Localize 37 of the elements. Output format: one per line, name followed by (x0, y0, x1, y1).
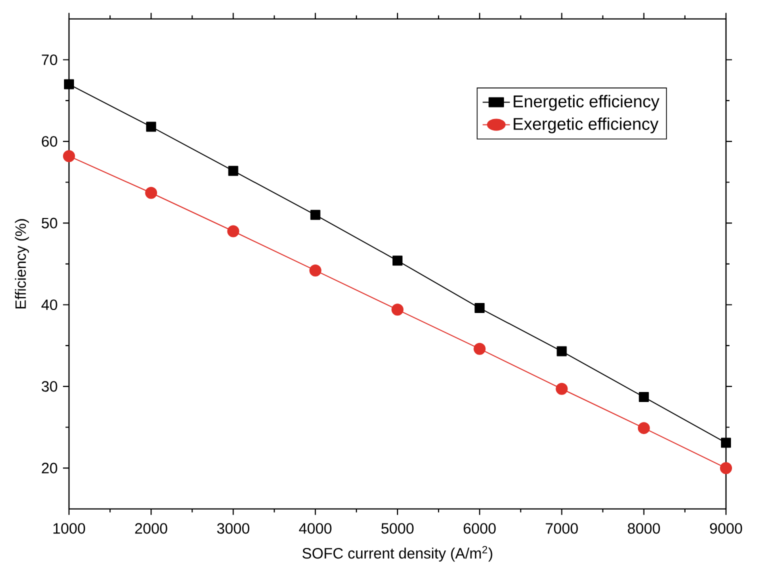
x-tick-label: 2000 (135, 523, 168, 534)
point (638, 422, 650, 434)
y-axis-title: Efficiency (%) (14, 219, 29, 308)
x-tick-label: 8000 (628, 523, 660, 534)
point (309, 264, 322, 276)
point (62, 150, 75, 162)
point (720, 438, 731, 448)
point (145, 186, 158, 199)
x-tick-label: 4000 (299, 523, 332, 534)
point (720, 462, 732, 474)
point (227, 225, 240, 238)
point (64, 79, 74, 90)
x-tick-label: 1000 (53, 523, 86, 534)
y-tick-label: 30 (42, 381, 58, 392)
point (638, 392, 649, 402)
y-tick-label: 70 (42, 54, 58, 66)
y-tick-label: 20 (42, 462, 58, 474)
x-tick-label: 3000 (217, 523, 250, 534)
x-tick-label: 6000 (464, 523, 496, 534)
point (228, 166, 238, 176)
point (146, 122, 156, 132)
x-axis-title: SOFC current density (A/m$^{2}$) (302, 546, 492, 562)
x-tick-label: 9000 (710, 523, 742, 534)
point (310, 210, 320, 220)
x-tick-label: 7000 (546, 523, 578, 534)
point (556, 346, 567, 356)
y-tick-label: 60 (42, 136, 58, 147)
y-tick-label: 40 (41, 299, 58, 310)
legend-label: Exergetic efficiency (514, 117, 658, 134)
legend-label: Energetic efficiency (514, 94, 660, 111)
point (392, 256, 402, 266)
point (556, 382, 568, 395)
point (391, 304, 404, 316)
point (474, 342, 486, 355)
point (474, 303, 485, 314)
y-tick-label: 50 (42, 218, 58, 228)
x-tick-label: 5000 (381, 523, 414, 534)
